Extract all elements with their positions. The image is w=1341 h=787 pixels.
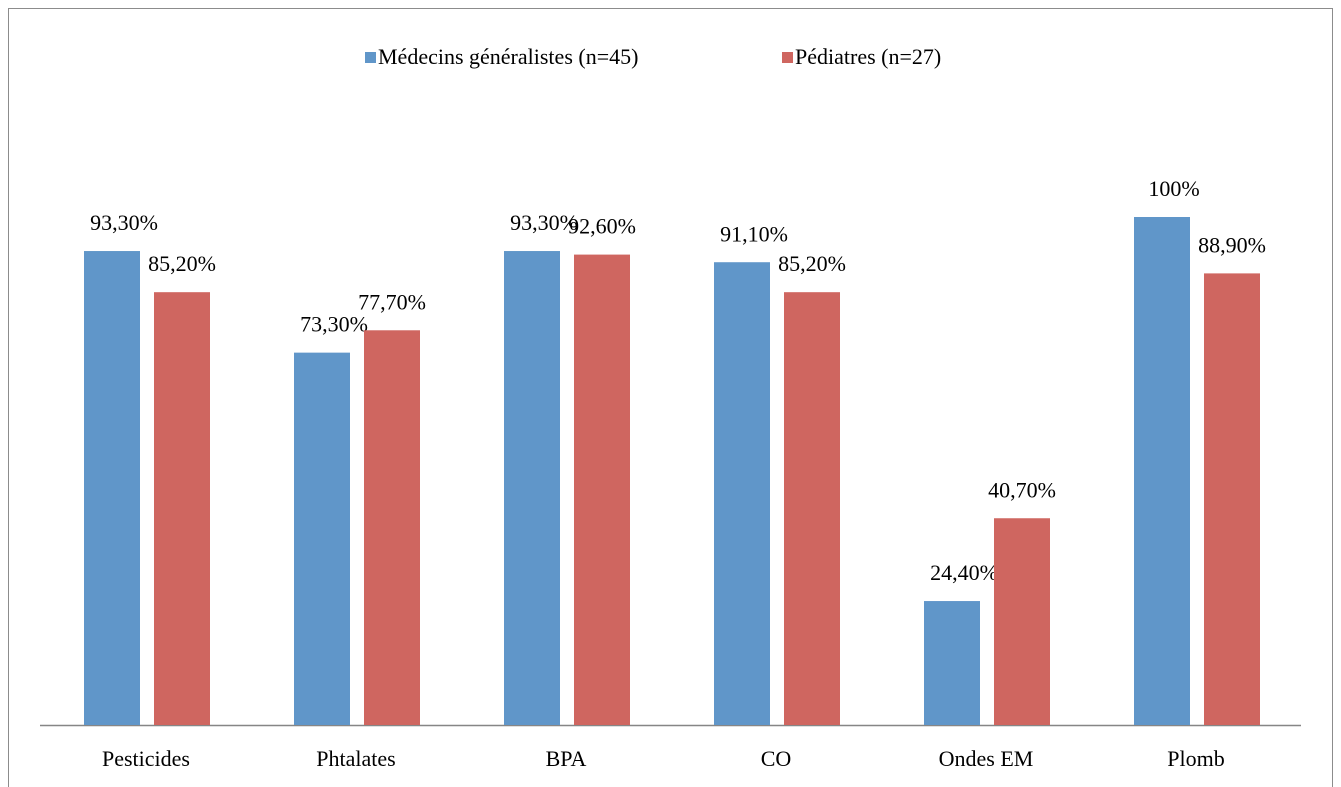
value-label: 24,40% (930, 560, 998, 585)
bar (574, 254, 630, 726)
bar (1204, 273, 1260, 725)
legend-label: Pédiatres (n=27) (795, 44, 941, 69)
bar (154, 292, 210, 725)
bar (784, 292, 840, 725)
value-label: 77,70% (358, 289, 426, 314)
bar (714, 262, 770, 725)
bar (924, 601, 980, 725)
value-label: 40,70% (988, 477, 1056, 502)
chart-border (8, 8, 1333, 787)
x-tick-label: Plomb (1167, 746, 1224, 771)
x-tick-label: Ondes EM (939, 746, 1034, 771)
value-label: 92,60% (568, 214, 636, 239)
value-label: 93,30% (510, 210, 578, 235)
x-tick-label: Pesticides (102, 746, 190, 771)
x-tick-label: BPA (546, 746, 587, 771)
value-label: 85,20% (148, 251, 216, 276)
bar (504, 251, 560, 725)
value-label: 91,10% (720, 221, 788, 246)
x-tick-label: CO (761, 746, 792, 771)
bar (994, 518, 1050, 725)
legend-swatch (782, 52, 793, 63)
value-label: 73,30% (300, 312, 368, 337)
value-label: 85,20% (778, 251, 846, 276)
legend-label: Médecins généralistes (n=45) (378, 44, 638, 69)
value-label: 88,90% (1198, 232, 1266, 257)
value-label: 100% (1148, 176, 1199, 201)
x-tick-label: Phtalates (316, 746, 395, 771)
bar (294, 352, 350, 725)
value-label: 93,30% (90, 210, 158, 235)
bar (84, 251, 140, 725)
bar (1134, 217, 1190, 725)
bar (364, 330, 420, 725)
legend-swatch (365, 52, 376, 63)
